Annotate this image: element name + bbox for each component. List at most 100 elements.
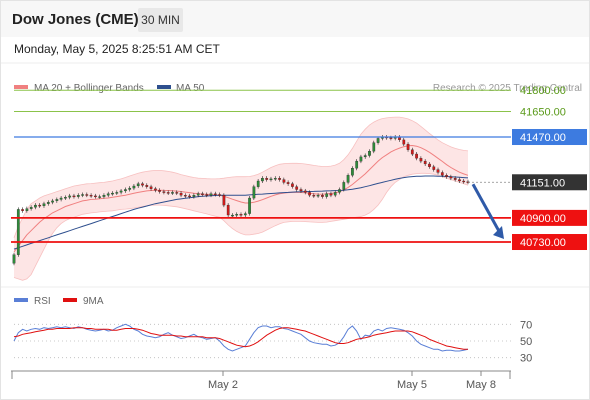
ma20-line: [13, 144, 469, 253]
candle: [179, 192, 183, 196]
candle: [248, 197, 251, 214]
candle: [308, 192, 311, 196]
ma50-line: [13, 175, 469, 250]
bollinger-band-fill: [14, 117, 468, 281]
candle: [316, 195, 320, 197]
candle: [243, 213, 247, 216]
candle: [94, 195, 97, 198]
candle: [346, 175, 350, 183]
candle: [89, 195, 93, 197]
candle: [440, 172, 444, 176]
timeframe-button[interactable]: 30 MIN: [138, 8, 183, 32]
candle: [175, 192, 179, 194]
candle: [286, 182, 290, 184]
candle: [402, 139, 406, 145]
candle: [98, 196, 102, 198]
legend-rsi-ma-label: 9MA: [83, 296, 104, 307]
candle: [158, 190, 161, 192]
legend-ma50-swatch: [157, 85, 171, 89]
candle: [428, 163, 431, 167]
candle: [55, 199, 59, 201]
candle: [261, 178, 264, 182]
rsi-level-label: 70: [520, 319, 532, 331]
candle: [183, 195, 187, 197]
rsi-level-label: 50: [520, 336, 532, 348]
candle: [303, 190, 307, 193]
candle: [415, 153, 418, 159]
candle: [351, 168, 354, 176]
candle: [81, 194, 84, 196]
rsi-ma-line: [13, 327, 468, 350]
legend-rsi-ma-swatch: [63, 298, 77, 302]
resistance-label: 41800.00: [520, 85, 566, 97]
candle: [76, 195, 80, 197]
candle: [445, 175, 448, 177]
candle: [72, 195, 76, 198]
bollinger-upper-line: [13, 116, 469, 238]
candle: [410, 149, 414, 155]
candle: [145, 185, 149, 187]
candle: [213, 193, 217, 195]
candle: [321, 195, 324, 197]
candle: [171, 192, 174, 194]
instrument-title: Dow Jones (CME): [12, 11, 139, 28]
candle: [436, 169, 440, 173]
candle: [256, 180, 260, 187]
legend-rsi-label: RSI: [34, 296, 51, 307]
legend-ma50-label: MA 50: [176, 83, 205, 94]
x-axis-tick-label: May 5: [397, 379, 427, 391]
candle: [128, 187, 132, 190]
candle: [59, 197, 63, 200]
legend-bollinger-label: MA 20 + Bollinger Bands: [34, 83, 144, 94]
candle: [342, 182, 346, 190]
timestamp: Monday, May 5, 2025 8:25:51 AM CET: [14, 42, 220, 56]
candle: [265, 178, 269, 180]
x-axis-tick-label: May 2: [208, 379, 238, 391]
candle: [299, 189, 303, 192]
candle: [136, 183, 140, 187]
candle: [218, 194, 221, 196]
candle: [16, 209, 20, 255]
resistance-label: 41650.00: [520, 106, 566, 118]
candle: [29, 207, 33, 209]
candle: [154, 188, 157, 191]
candle: [201, 193, 204, 195]
candle: [338, 189, 341, 193]
candle: [21, 209, 24, 211]
candle: [239, 214, 243, 216]
candle: [389, 137, 393, 139]
candle: [106, 193, 110, 196]
candle: [119, 190, 123, 193]
support-label-box: [512, 209, 587, 226]
candle: [85, 194, 89, 196]
candle: [205, 194, 209, 196]
candle: [222, 195, 226, 206]
candle: [188, 195, 191, 198]
candle: [325, 193, 329, 197]
source-credit: Research © 2025 Trading Central: [433, 83, 582, 94]
candle: [235, 214, 239, 216]
candle: [329, 193, 333, 196]
candle: [333, 192, 337, 196]
legend-rsi-swatch: [14, 298, 28, 302]
candle: [462, 180, 466, 183]
candle: [166, 192, 170, 194]
forecast-arrow-shaft: [471, 183, 502, 234]
candle: [102, 195, 106, 197]
header-bar: Dow Jones (CME) 30 MIN: [1, 1, 589, 37]
candle: [149, 186, 153, 189]
candle: [419, 158, 423, 162]
candle: [312, 195, 316, 197]
pivot-label: 41470.00: [520, 132, 566, 144]
candle: [282, 179, 286, 183]
candle: [273, 178, 277, 180]
candle: [38, 204, 42, 207]
candle: [449, 176, 453, 179]
last-price-label: 41151.00: [520, 177, 565, 189]
bollinger-lower-line: [13, 172, 469, 281]
candle: [115, 192, 119, 194]
x-axis-tick-label: May 8: [466, 379, 496, 391]
rsi-line: [13, 323, 469, 352]
candle: [124, 189, 127, 192]
